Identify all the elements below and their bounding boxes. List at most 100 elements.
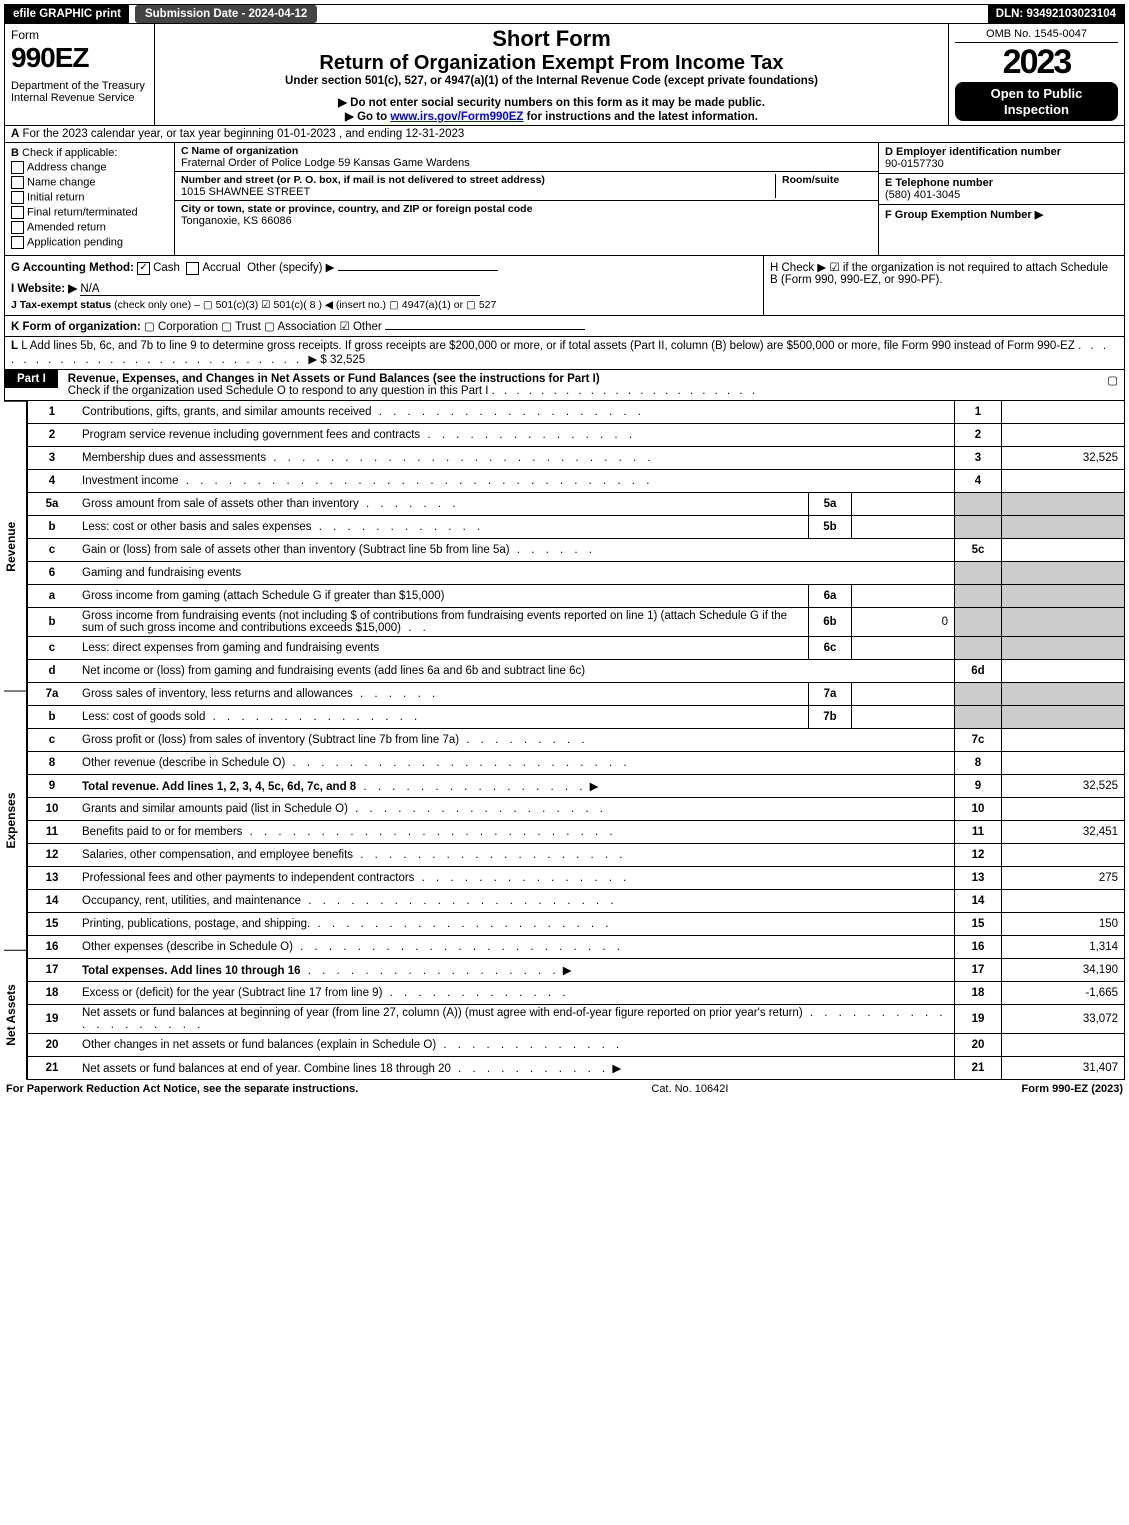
- g-label: G Accounting Method:: [11, 262, 134, 274]
- dln: DLN: 93492103023104: [988, 5, 1124, 23]
- section-b: B Check if applicable: Address change Na…: [5, 143, 175, 255]
- f-label: F Group Exemption Number ▶: [885, 209, 1043, 221]
- k-label: K Form of organization:: [11, 321, 141, 333]
- header-mid: Short Form Return of Organization Exempt…: [155, 24, 949, 125]
- footer-left: For Paperwork Reduction Act Notice, see …: [6, 1083, 358, 1095]
- l-text: L Add lines 5b, 6c, and 7b to line 9 to …: [21, 340, 1075, 352]
- table-row: dNet income or (loss) from gaming and fu…: [28, 659, 1125, 682]
- table-row: 21Net assets or fund balances at end of …: [28, 1056, 1125, 1079]
- part1-title: Revenue, Expenses, and Changes in Net As…: [68, 370, 1101, 400]
- chk-address-change[interactable]: Address change: [11, 161, 168, 174]
- table-row: 3Membership dues and assessments . . . .…: [28, 446, 1125, 469]
- efile-label: efile GRAPHIC print: [5, 5, 129, 23]
- j-label: J Tax-exempt status: [11, 299, 111, 311]
- dept: Department of the Treasury: [11, 80, 148, 92]
- table-row: 18Excess or (deficit) for the year (Subt…: [28, 981, 1125, 1004]
- footer-right: Form 990-EZ (2023): [1022, 1083, 1123, 1095]
- c-name-label: C Name of organization: [181, 145, 872, 157]
- under-section: Under section 501(c), 527, or 4947(a)(1)…: [161, 75, 942, 87]
- table-row: bLess: cost of goods sold . . . . . . . …: [28, 705, 1125, 728]
- b-lead: B: [11, 147, 19, 159]
- l-arrow: ▶ $: [308, 354, 326, 366]
- form-header: Form 990EZ Department of the Treasury In…: [4, 24, 1125, 126]
- table-row: 9Total revenue. Add lines 1, 2, 3, 4, 5c…: [28, 774, 1125, 797]
- table-row: 7aGross sales of inventory, less returns…: [28, 682, 1125, 705]
- part1-table-wrap: Revenue Expenses Net Assets 1Contributio…: [4, 401, 1125, 1080]
- c-name-value: Fraternal Order of Police Lodge 59 Kansa…: [181, 157, 872, 169]
- g-other: Other (specify) ▶: [247, 262, 334, 274]
- table-row: 5aGross amount from sale of assets other…: [28, 492, 1125, 515]
- table-row: aGross income from gaming (attach Schedu…: [28, 584, 1125, 607]
- form-word: Form: [11, 28, 148, 42]
- page-footer: For Paperwork Reduction Act Notice, see …: [4, 1080, 1125, 1095]
- goto-line: ▶ Go to www.irs.gov/Form990EZ for instru…: [161, 109, 942, 123]
- chk-amended-return[interactable]: Amended return: [11, 221, 168, 234]
- goto-post: for instructions and the latest informat…: [523, 111, 758, 123]
- irs: Internal Revenue Service: [11, 92, 148, 104]
- revenue-sidelabel: Revenue: [4, 401, 27, 692]
- expenses-sidelabel: Expenses: [4, 691, 27, 950]
- c-street-label: Number and street (or P. O. box, if mail…: [181, 174, 765, 186]
- line-a: A For the 2023 calendar year, or tax yea…: [4, 126, 1125, 143]
- open-to-public: Open to Public Inspection: [955, 82, 1118, 121]
- part1-header: Part I Revenue, Expenses, and Changes in…: [4, 370, 1125, 401]
- table-row: 11Benefits paid to or for members . . . …: [28, 820, 1125, 843]
- j-opts: ▢ 501(c)(3) ☑ 501(c)( 8 ) ◀ (insert no.)…: [203, 299, 497, 311]
- omb-number: OMB No. 1545-0047: [955, 28, 1118, 43]
- j-note: (check only one) –: [114, 299, 200, 311]
- e-value: (580) 401-3045: [885, 189, 960, 201]
- part1-table: 1Contributions, gifts, grants, and simil…: [27, 401, 1125, 1080]
- chk-final-return[interactable]: Final return/terminated: [11, 206, 168, 219]
- table-row: 6Gaming and fundraising events: [28, 561, 1125, 584]
- i-value: N/A: [80, 283, 480, 296]
- table-row: 2Program service revenue including gover…: [28, 423, 1125, 446]
- table-row: cLess: direct expenses from gaming and f…: [28, 636, 1125, 659]
- table-row: 15Printing, publications, postage, and s…: [28, 912, 1125, 935]
- table-row: 8Other revenue (describe in Schedule O) …: [28, 751, 1125, 774]
- header-left: Form 990EZ Department of the Treasury In…: [5, 24, 155, 125]
- footer-mid: Cat. No. 10642I: [651, 1083, 728, 1095]
- table-row: 16Other expenses (describe in Schedule O…: [28, 935, 1125, 958]
- goto-link[interactable]: www.irs.gov/Form990EZ: [390, 111, 523, 123]
- netassets-sidelabel: Net Assets: [4, 950, 27, 1080]
- chk-initial-return[interactable]: Initial return: [11, 191, 168, 204]
- c-city-value: Tonganoxie, KS 66086: [181, 215, 872, 227]
- d-value: 90-0157730: [885, 158, 944, 170]
- c-street-value: 1015 SHAWNEE STREET: [181, 186, 765, 198]
- chk-accrual[interactable]: [186, 262, 199, 275]
- l-value: 32,525: [330, 354, 365, 366]
- c-room-label: Room/suite: [782, 174, 872, 186]
- table-row: 19Net assets or fund balances at beginni…: [28, 1004, 1125, 1033]
- chk-application-pending[interactable]: Application pending: [11, 236, 168, 249]
- part1-endbox[interactable]: ▢: [1101, 370, 1124, 390]
- table-row: 12Salaries, other compensation, and empl…: [28, 843, 1125, 866]
- block-gh: G Accounting Method: ✓Cash Accrual Other…: [4, 256, 1125, 315]
- chk-cash[interactable]: ✓: [137, 262, 150, 275]
- section-h: H Check ▶ ☑ if the organization is not r…: [764, 256, 1124, 314]
- section-def: D Employer identification number 90-0157…: [879, 143, 1124, 255]
- line-a-text: For the 2023 calendar year, or tax year …: [23, 128, 465, 140]
- table-row: cGross profit or (loss) from sales of in…: [28, 728, 1125, 751]
- tax-year: 2023: [955, 43, 1118, 82]
- return-title: Return of Organization Exempt From Incom…: [161, 52, 942, 75]
- section-k: K Form of organization: ▢ Corporation ▢ …: [4, 316, 1125, 337]
- table-row: 17Total expenses. Add lines 10 through 1…: [28, 958, 1125, 981]
- table-row: 10Grants and similar amounts paid (list …: [28, 797, 1125, 820]
- section-c: C Name of organization Fraternal Order o…: [175, 143, 879, 255]
- table-row: 13Professional fees and other payments t…: [28, 866, 1125, 889]
- table-row: 1Contributions, gifts, grants, and simil…: [28, 401, 1125, 424]
- line-a-lead: A: [11, 128, 19, 140]
- form-number: 990EZ: [11, 42, 148, 74]
- c-city-label: City or town, state or province, country…: [181, 203, 872, 215]
- block-bcdef: B Check if applicable: Address change Na…: [4, 143, 1125, 256]
- i-label: I Website: ▶: [11, 283, 77, 295]
- short-form-title: Short Form: [161, 26, 942, 52]
- h-text: H Check ▶ ☑ if the organization is not r…: [770, 262, 1108, 286]
- d-label: D Employer identification number: [885, 146, 1061, 158]
- chk-name-change[interactable]: Name change: [11, 176, 168, 189]
- part1-sub: Check if the organization used Schedule …: [68, 385, 489, 397]
- k-opts: ▢ Corporation ▢ Trust ▢ Association ☑ Ot…: [144, 321, 382, 333]
- b-label: Check if applicable:: [22, 147, 117, 159]
- e-label: E Telephone number: [885, 177, 993, 189]
- table-row: bGross income from fundraising events (n…: [28, 607, 1125, 636]
